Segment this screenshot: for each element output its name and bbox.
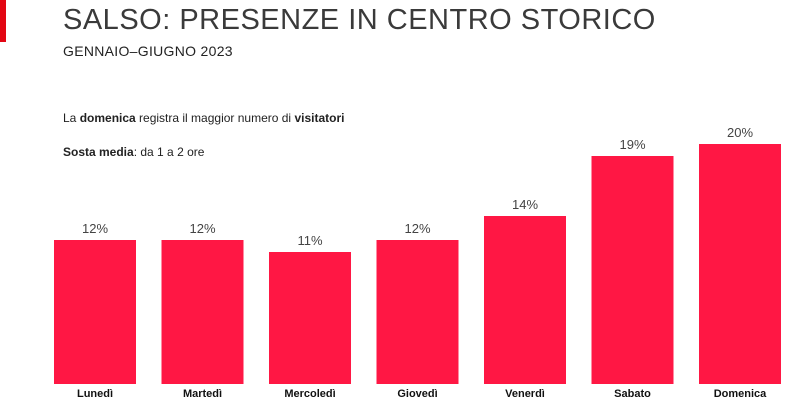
value-label: 12% [404,221,430,236]
x-tick-label: Lunedì [77,388,113,400]
x-tick-label: Giovedì [397,388,437,400]
x-tick-label: Martedì [183,388,222,400]
bar-domenica [699,144,781,384]
value-label: 12% [189,221,215,236]
note-visitors: La domenica registra il maggior numero d… [63,111,344,125]
note-bold: Sosta media [63,145,134,159]
bar-martedì [161,240,244,384]
note-stay: Sosta media: da 1 a 2 ore [63,145,204,159]
value-label: 20% [727,125,753,140]
bar-venerdì [484,216,566,384]
note-bold: domenica [79,111,136,125]
page-title: SALSO: PRESENZE IN CENTRO STORICO [63,4,656,36]
value-label: 19% [619,137,645,152]
x-tick-label: Mercoledì [284,388,335,400]
note-text: La [63,111,80,125]
value-label: 12% [82,221,108,236]
x-tick-label: Venerdì [505,388,545,400]
value-label: 11% [297,233,322,248]
bar-giovedì [376,240,459,384]
note-text: registra il maggior numero di [135,111,295,125]
x-tick-label: Sabato [614,388,651,400]
bar-sabato [591,156,674,384]
note-text: : da 1 a 2 ore [133,145,205,159]
accent-bar [0,0,6,42]
x-tick-label: Domenica [714,388,767,400]
note-bold: visitatori [294,111,345,125]
bar-mercoledì [269,252,351,384]
page-subtitle: GENNAIO–GIUGNO 2023 [63,43,233,59]
bar-lunedì [54,240,136,384]
value-label: 14% [512,197,538,212]
